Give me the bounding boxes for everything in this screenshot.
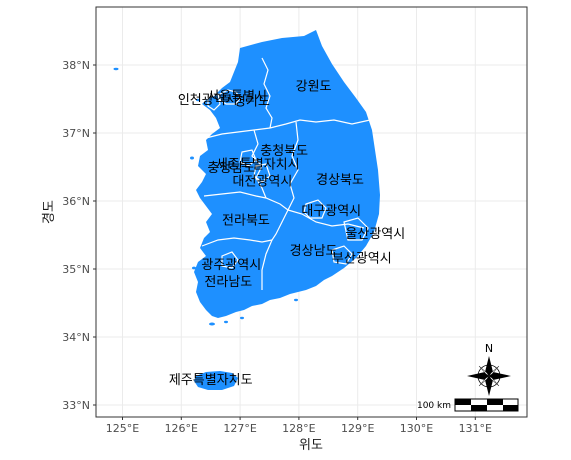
boundary-line	[331, 245, 353, 265]
region-label: 경상남도	[290, 244, 338, 259]
x-tick-label: 129°E	[341, 422, 374, 435]
boundary-line	[251, 129, 267, 199]
boundary-line	[303, 199, 327, 219]
jeju-island	[194, 371, 238, 390]
y-tick-label: 34°N	[62, 331, 90, 344]
north-label: N	[485, 342, 493, 355]
boundary-line	[201, 237, 273, 247]
region-label: 서울특별시	[207, 90, 267, 105]
boundary-line	[203, 191, 289, 211]
land-area	[113, 30, 380, 390]
north-arrow: N	[467, 342, 511, 396]
province-boundaries	[201, 57, 371, 290]
region-label: 제주특별자치도	[169, 373, 253, 388]
boundary-line	[261, 57, 273, 129]
x-tick-label: 130°E	[400, 422, 433, 435]
boundary-line	[343, 217, 369, 241]
region-label: 충청북도	[260, 144, 308, 159]
axis-ticks: 125°E 126°E 127°E 128°E 129°E 130°E 131°E 38°N 3…	[62, 59, 492, 435]
scale-bar: 100 km	[417, 398, 519, 412]
region-label: 인천광역시	[178, 93, 238, 108]
boundary-line	[261, 209, 289, 290]
region-label: 세종특별자치시	[216, 158, 300, 173]
boundary-line	[205, 127, 271, 139]
region-label: 부산광역시	[332, 251, 392, 266]
small-island	[240, 316, 244, 320]
korea-mainland	[194, 30, 380, 318]
boundary-line	[207, 93, 221, 111]
scale-bar-label: 100 km	[417, 401, 451, 411]
y-axis-title: 경도	[42, 200, 57, 224]
small-island	[209, 322, 215, 326]
y-tick-label: 38°N	[62, 59, 90, 72]
x-tick-label: 131°E	[459, 422, 492, 435]
boundary-line	[287, 209, 365, 229]
y-tick-label: 37°N	[62, 127, 90, 140]
y-tick-label: 33°N	[62, 399, 90, 412]
boundary-line	[221, 251, 239, 269]
small-island	[196, 98, 200, 102]
region-label: 전라북도	[222, 213, 270, 228]
small-island	[224, 320, 228, 324]
x-tick-label: 126°E	[165, 422, 198, 435]
region-label: 광주광역시	[201, 258, 261, 273]
region-label: 강원도	[296, 79, 332, 94]
panel-border	[95, 6, 528, 418]
boundary-line	[287, 121, 299, 211]
x-tick-label: 125°E	[106, 422, 139, 435]
boundary-line	[219, 89, 241, 105]
small-island	[192, 266, 196, 270]
region-label: 경상북도	[316, 173, 364, 188]
boundary-line	[269, 119, 371, 129]
boundary-line	[253, 163, 271, 183]
region-label: 대구광역시	[301, 204, 361, 219]
region-label: 울산광역시	[345, 227, 405, 242]
small-island	[190, 156, 194, 160]
y-tick-label: 36°N	[62, 195, 90, 208]
x-axis-title: 위도	[299, 438, 323, 453]
region-label: 전라남도	[204, 275, 252, 290]
boundary-line	[239, 149, 257, 167]
region-label: 대전광역시	[233, 175, 293, 190]
y-tick-label: 35°N	[62, 263, 90, 276]
small-island	[294, 298, 298, 302]
region-label: 경기도	[234, 94, 270, 109]
x-tick-label: 128°E	[282, 422, 315, 435]
small-island	[113, 67, 119, 71]
x-tick-label: 127°E	[223, 422, 256, 435]
region-label: 충청남도	[207, 161, 255, 176]
compass-rose-icon	[467, 356, 511, 396]
